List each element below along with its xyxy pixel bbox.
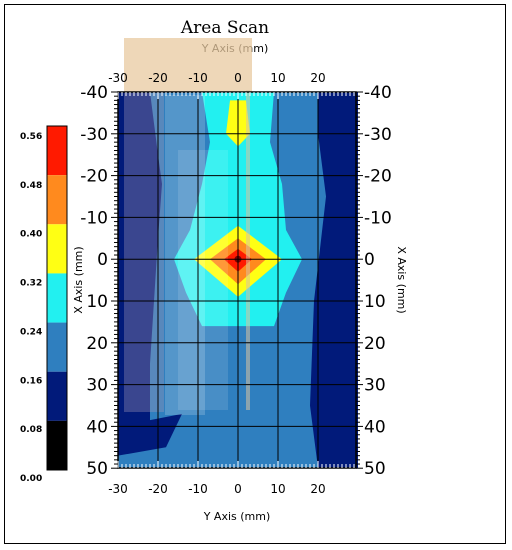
left-tick-label: 40 <box>86 417 108 437</box>
bottom-tick-label: 0 <box>234 482 242 496</box>
colorbar-tick-label: 0.24 <box>20 327 42 337</box>
overlay-phone-top <box>124 38 252 92</box>
chart-title: Area Scan <box>180 18 269 38</box>
colorbar-tick-label: 0.00 <box>20 474 42 484</box>
top-tick-label: 20 <box>310 71 325 85</box>
colorbar-band <box>47 273 67 323</box>
axes-layer: -30 -20 -10 0 10 20-30 -20 -10 0 10 20-40-30-20-10… <box>80 71 392 496</box>
colorbar-band <box>47 420 67 470</box>
colorbar-band <box>47 371 67 421</box>
grid-layer <box>118 92 356 468</box>
colorbar-tick-label: 0.16 <box>20 376 42 386</box>
bottom-tick-label: -20 <box>148 482 168 496</box>
right-axis-label: X Axis (mm) <box>395 246 408 313</box>
left-tick-label: 10 <box>86 292 108 312</box>
top-tick-label: 10 <box>270 71 285 85</box>
left-tick-label: -20 <box>80 167 108 187</box>
left-tick-label: 20 <box>86 334 108 354</box>
left-tick-label: 50 <box>86 459 108 479</box>
colorbar-tick-label: 0.32 <box>20 279 42 289</box>
left-tick-label: 0 <box>97 250 108 270</box>
overlay-phone-body-left <box>124 92 164 412</box>
colorbar-border <box>46 125 68 471</box>
top-tick-label: -20 <box>148 71 168 85</box>
left-tick-label: -10 <box>80 208 108 228</box>
colorbar-legend: 0.56 0.48 0.40 0.32 0.24 0.16 0.08 0.00 <box>20 125 68 484</box>
colorbar-tick-label: 0.08 <box>20 425 42 435</box>
colorbar-band <box>47 322 67 372</box>
right-tick-label: 10 <box>364 292 386 312</box>
top-tick-label: -10 <box>188 71 208 85</box>
right-tick-label: -40 <box>364 83 392 103</box>
bottom-tick-label: 20 <box>310 482 325 496</box>
bottom-tick-label: -10 <box>188 482 208 496</box>
colorbar-tick-label: 0.56 <box>20 132 42 142</box>
left-axis-label: X Axis (mm) <box>72 246 85 313</box>
colorbar-tick-label: 0.40 <box>20 230 42 240</box>
heat-region-bottom-dark <box>118 413 182 456</box>
top-tick-label: 0 <box>234 71 242 85</box>
bottom-tick-label: 10 <box>270 482 285 496</box>
right-tick-label: 40 <box>364 417 386 437</box>
right-tick-label: 0 <box>364 250 375 270</box>
right-tick-label: -20 <box>364 167 392 187</box>
colorbar-band <box>47 126 67 176</box>
overlay-antenna-strip <box>246 90 250 410</box>
heat-region-right-dark <box>310 92 358 469</box>
bottom-tick-label: -30 <box>108 482 128 496</box>
right-tick-label: -30 <box>364 125 392 145</box>
colorbar-tick-label: 0.48 <box>20 181 42 191</box>
right-tick-label: 20 <box>364 334 386 354</box>
colorbar-band <box>47 224 67 274</box>
left-tick-label: -40 <box>80 83 108 103</box>
left-tick-label: -30 <box>80 125 108 145</box>
left-tick-label: 30 <box>86 376 108 396</box>
colorbar-band <box>47 175 67 225</box>
right-tick-label: 50 <box>364 459 386 479</box>
top-tick-label: -30 <box>108 71 128 85</box>
right-tick-label: 30 <box>364 376 386 396</box>
bottom-axis-label: Y Axis (mm) <box>203 510 271 523</box>
right-tick-label: -10 <box>364 208 392 228</box>
overlay-phone-screen <box>178 150 228 410</box>
